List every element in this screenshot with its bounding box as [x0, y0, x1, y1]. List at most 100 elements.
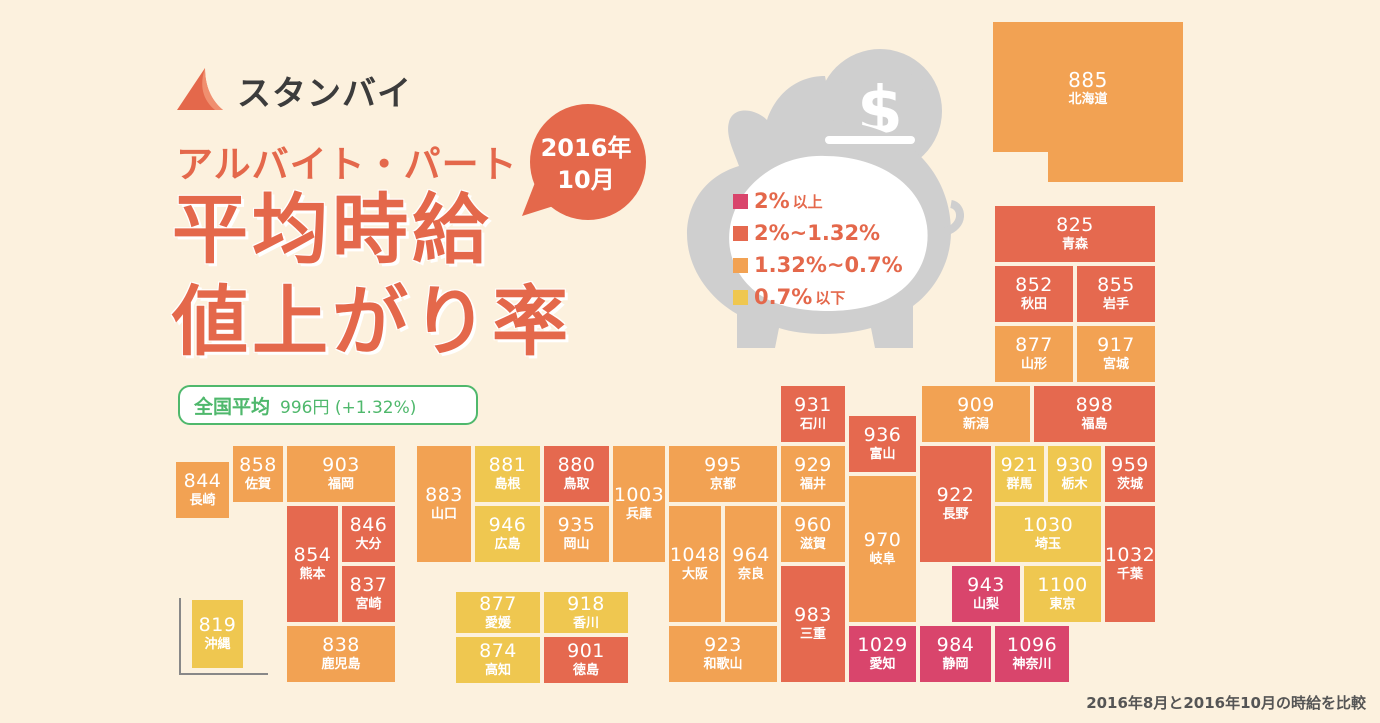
- prefecture-miyazaki: 837 宮崎: [340, 564, 397, 624]
- prefecture-name: 岐阜: [869, 552, 896, 567]
- prefecture-nagano: 922 長野: [918, 444, 993, 564]
- prefecture-hokkaido: 885 北海道: [993, 22, 1183, 182]
- prefecture-value: 959: [1111, 454, 1149, 476]
- prefecture-fukushima: 898 福島: [1032, 384, 1157, 444]
- prefecture-name: 宮城: [1102, 357, 1129, 372]
- prefecture-value: 917: [1097, 334, 1135, 356]
- prefecture-value: 918: [567, 592, 605, 615]
- prefecture-name: 栃木: [1061, 477, 1088, 492]
- prefecture-hyogo: 1003 兵庫: [611, 444, 667, 564]
- prefecture-name: 三重: [799, 627, 826, 642]
- prefecture-name: 北海道: [1068, 92, 1108, 107]
- prefecture-okinawa: 819 沖縄: [190, 598, 245, 670]
- prefecture-name: 京都: [709, 477, 736, 492]
- prefecture-name: 石川: [799, 417, 826, 432]
- prefecture-value: 995: [704, 454, 742, 476]
- prefecture-value: 854: [293, 544, 332, 566]
- prefecture-name: 新潟: [962, 417, 989, 432]
- prefecture-value: 936: [863, 424, 902, 446]
- prefecture-value: 921: [1000, 454, 1039, 476]
- prefecture-kochi: 874 高知: [454, 635, 542, 685]
- prefecture-ehime: 877 愛媛: [454, 590, 542, 635]
- prefecture-name: 熊本: [299, 567, 326, 582]
- prefecture-gifu: 970 岐阜: [847, 474, 918, 624]
- prefecture-aichi: 1029 愛知: [847, 624, 918, 684]
- prefecture-name: 富山: [869, 447, 896, 462]
- prefecture-tottori: 880 鳥取: [542, 444, 611, 504]
- period-bubble: 2016年 10月: [516, 100, 662, 232]
- prefecture-shimane: 881 島根: [473, 444, 542, 504]
- prefecture-name: 山口: [430, 507, 457, 522]
- legend-suffix: 以下: [815, 288, 846, 307]
- prefecture-ibaraki: 959 茨城: [1103, 444, 1157, 504]
- prefecture-tokyo: 1100 東京: [1022, 564, 1103, 624]
- prefecture-name: 和歌山: [703, 657, 743, 672]
- prefecture-akita: 852 秋田: [993, 264, 1075, 324]
- prefecture-fukuoka: 903 福岡: [285, 444, 397, 504]
- prefecture-value: 946: [488, 514, 527, 536]
- prefecture-yamaguchi: 883 山口: [415, 444, 473, 564]
- prefecture-niigata: 909 新潟: [920, 384, 1032, 444]
- prefecture-name: 群馬: [1006, 477, 1033, 492]
- prefecture-toyama: 936 富山: [847, 414, 918, 474]
- prefecture-nara: 964 奈良: [723, 504, 779, 624]
- prefecture-value: 1029: [857, 634, 908, 656]
- prefecture-value: 838: [322, 634, 360, 656]
- prefecture-value: 964: [732, 544, 770, 566]
- prefecture-tokushima: 901 徳島: [542, 635, 630, 685]
- national-average-value: 996円 (+1.32%): [280, 397, 417, 418]
- prefecture-name: 福井: [799, 477, 826, 492]
- prefecture-name: 秋田: [1020, 297, 1047, 312]
- prefecture-name: 鹿児島: [321, 657, 361, 672]
- prefecture-name: 茨城: [1116, 477, 1143, 492]
- prefecture-value: 852: [1015, 274, 1053, 296]
- prefecture-name: 兵庫: [625, 507, 652, 522]
- prefecture-name: 静岡: [942, 657, 969, 672]
- prefecture-saga: 858 佐賀: [231, 444, 285, 504]
- prefecture-value: 903: [322, 454, 360, 476]
- page-title-line-2: 値上がり率: [172, 277, 572, 366]
- prefecture-name: 岩手: [1102, 297, 1129, 312]
- prefecture-miyagi: 917 宮城: [1075, 324, 1157, 384]
- legend-item: 2%~1.32%: [733, 218, 880, 248]
- legend-item: 0.7% 以下: [733, 282, 845, 312]
- prefecture-value: 943: [967, 574, 1005, 596]
- prefecture-value: 874: [479, 640, 517, 662]
- period-year: 2016年: [540, 134, 632, 162]
- prefecture-value: 931: [794, 394, 832, 416]
- prefecture-name: 福島: [1081, 417, 1108, 432]
- prefecture-saitama: 1030 埼玉: [993, 504, 1103, 564]
- legend-label: 0.7%: [754, 285, 813, 309]
- prefecture-value: 1003: [613, 484, 665, 506]
- prefecture-name: 福岡: [327, 477, 354, 492]
- prefecture-name: 香川: [572, 615, 599, 631]
- prefecture-iwate: 855 岩手: [1075, 264, 1157, 324]
- prefecture-value: 877: [1015, 334, 1053, 356]
- prefecture-value: 898: [1075, 394, 1114, 416]
- prefecture-value: 909: [957, 394, 995, 416]
- piggy-bank-icon: $: [687, 49, 964, 348]
- prefecture-value: 983: [794, 604, 832, 626]
- prefecture-value: 935: [557, 514, 596, 536]
- prefecture-name: 東京: [1049, 597, 1076, 612]
- prefecture-value: 984: [936, 634, 975, 656]
- prefecture-name: 宮崎: [355, 597, 382, 612]
- prefecture-name: 滋賀: [799, 537, 826, 552]
- speech-bubble-shape: [522, 104, 646, 220]
- prefecture-name: 千葉: [1116, 567, 1143, 582]
- legend-swatch: [733, 225, 748, 241]
- prefecture-name: 埼玉: [1034, 537, 1061, 552]
- legend-item: 2% 以上: [733, 186, 823, 216]
- okinawa-inset-frame: [179, 598, 268, 675]
- prefecture-name: 山形: [1020, 357, 1047, 372]
- prefecture-name: 高知: [484, 663, 511, 678]
- legend-swatch: [733, 289, 748, 305]
- prefecture-value: 970: [863, 529, 902, 551]
- prefecture-value: 885: [1068, 68, 1108, 92]
- prefecture-value: 1030: [1022, 514, 1074, 536]
- prefecture-yamagata: 877 山形: [993, 324, 1075, 384]
- prefecture-value: 929: [794, 454, 832, 476]
- legend-swatch: [733, 193, 748, 209]
- brand-logo: スタンバイ: [175, 64, 435, 114]
- prefecture-hiroshima: 946 広島: [473, 504, 542, 564]
